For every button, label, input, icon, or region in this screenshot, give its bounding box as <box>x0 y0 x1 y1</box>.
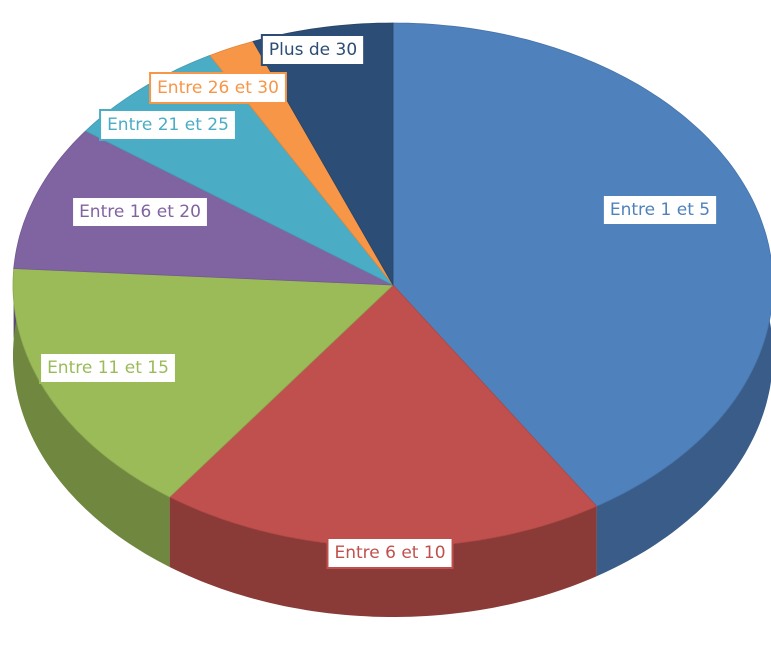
label-text: Entre 1 et 5 <box>610 200 710 220</box>
slice-label: Entre 26 et 30 <box>149 72 287 104</box>
label-text: Entre 26 et 30 <box>157 78 279 98</box>
slice-label: Entre 21 et 25 <box>99 109 237 141</box>
label-box <box>260 34 366 66</box>
label-box <box>99 109 237 141</box>
label-text: Entre 11 et 15 <box>47 358 169 378</box>
label-text: Plus de 30 <box>269 40 357 60</box>
label-box <box>39 352 177 384</box>
label-box <box>71 196 209 228</box>
slice-label: Entre 1 et 5 <box>601 194 719 226</box>
label-box <box>149 72 287 104</box>
pie-slice-side <box>13 268 170 567</box>
label-box <box>601 194 719 226</box>
slice-label: Plus de 30 <box>260 34 366 66</box>
pie-slice <box>392 22 771 507</box>
slice-label: Entre 16 et 20 <box>71 196 209 228</box>
label-text: Entre 21 et 25 <box>107 115 229 135</box>
label-text: Entre 6 et 10 <box>334 543 445 563</box>
label-text: Entre 16 et 20 <box>79 202 201 222</box>
slice-label: Entre 11 et 15 <box>39 352 177 384</box>
slice-label: Entre 6 et 10 <box>326 537 454 569</box>
label-box <box>326 537 454 569</box>
pie-slice <box>12 268 394 498</box>
